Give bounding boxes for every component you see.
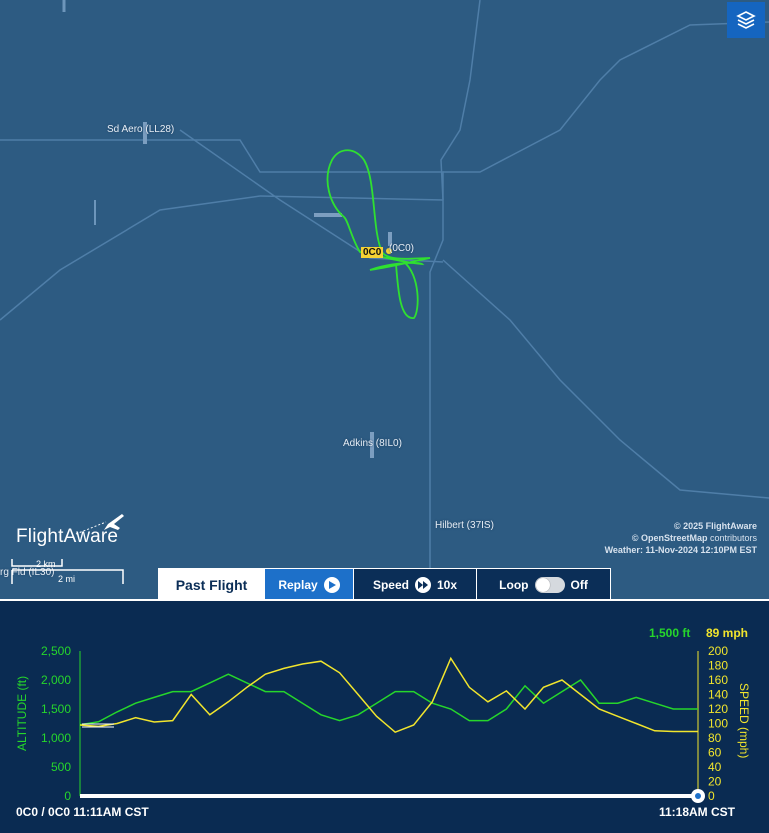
osm-link[interactable]: © OpenStreetMap <box>631 533 708 543</box>
replay-label: Replay <box>278 577 318 592</box>
speed-readout: 89 mph <box>706 626 749 640</box>
speed-label: Speed <box>372 577 409 592</box>
altitude-tick-label: 0 <box>64 789 71 803</box>
osm-suffix: contributors <box>707 533 757 543</box>
loop-label: Loop <box>499 577 529 592</box>
flight-profile-chart: 2,500 2,000 1,500 1,000 500 0 200 180 160 140 120… <box>0 599 769 833</box>
runway-markers <box>143 122 392 458</box>
speed-tick-label: 100 <box>708 717 728 731</box>
speed-value: 10x <box>436 577 458 592</box>
play-icon <box>323 576 340 593</box>
map-attribution: © 2025 FlightAware © OpenStreetMap contr… <box>605 520 757 556</box>
timeline-handle-center <box>695 793 701 799</box>
altitude-readout: 1,500 ft <box>649 626 691 640</box>
scale-mi: 2 mi <box>58 574 76 584</box>
speed-tick-label: 60 <box>708 746 722 760</box>
altitude-tick-label: 500 <box>51 760 71 774</box>
copyright-flightaware: © 2025 FlightAware <box>674 521 757 531</box>
speed-tick-label: 160 <box>708 673 728 687</box>
timeline-track[interactable] <box>80 794 698 798</box>
arrival-time: 11:18AM CST <box>658 805 735 819</box>
logo-text: FlightAware <box>16 526 119 547</box>
playback-controls: Past Flight Replay Speed 10x Loop Off <box>158 568 611 599</box>
airport-label[interactable]: rg Fld (IL30) <box>0 567 55 578</box>
toggle-knob <box>535 577 550 592</box>
speed-tick-label: 180 <box>708 659 728 673</box>
departure-time: 0C0 / 0C0 11:11AM CST <box>16 805 149 819</box>
speed-tick-label: 200 <box>708 644 728 658</box>
altitude-series-line <box>79 673 698 726</box>
altitude-tick-label: 1,000 <box>41 731 71 745</box>
speed-tick-label: 0 <box>708 789 715 803</box>
road-network <box>0 0 769 599</box>
current-airport-badge[interactable]: 0C0 <box>361 247 384 258</box>
speed-tick-label: 140 <box>708 688 728 702</box>
speed-tick-label: 120 <box>708 702 728 716</box>
altitude-ticks: 2,500 2,000 1,500 1,000 500 0 <box>41 644 71 803</box>
scale-km: 2 km <box>36 559 56 569</box>
loop-state: Off <box>570 577 588 592</box>
speed-axis-label: SPEED (mph) <box>737 683 751 758</box>
airport-label[interactable]: Adkins (8IL0) <box>343 438 402 449</box>
speed-series-line <box>79 656 698 734</box>
scale-bar <box>11 559 124 584</box>
speed-tick-label: 40 <box>708 760 722 774</box>
layers-icon <box>736 11 756 29</box>
fast-forward-icon <box>414 576 431 593</box>
loop-switch[interactable] <box>534 576 565 593</box>
altitude-tick-label: 2,500 <box>41 644 71 658</box>
flightaware-logo[interactable]: FlightAware <box>16 512 136 552</box>
airport-label[interactable]: Sd Aero (LL28) <box>107 124 175 135</box>
speed-tick-label: 80 <box>708 731 722 745</box>
loop-toggle[interactable]: Loop Off <box>477 569 610 599</box>
speed-button[interactable]: Speed 10x <box>354 569 477 599</box>
weather-timestamp: Weather: 11-Nov-2024 12:10PM EST <box>604 545 757 555</box>
altitude-axis-label: ALTITUDE (ft) <box>15 676 29 751</box>
layers-button[interactable] <box>727 2 765 38</box>
replay-button[interactable]: Replay <box>265 569 354 599</box>
altitude-tick-label: 2,000 <box>41 673 71 687</box>
speed-tick-label: 20 <box>708 775 722 789</box>
airport-label[interactable]: (0C0) <box>389 243 415 254</box>
airplane-icon <box>75 514 124 535</box>
map-view[interactable]: Sd Aero (LL28) Adkins (8IL0) Hilbert (37… <box>0 0 769 599</box>
altitude-tick-label: 1,500 <box>41 702 71 716</box>
past-flight-tab[interactable]: Past Flight <box>159 569 265 599</box>
map-scale: 2 km 2 mi <box>10 558 130 588</box>
airport-label[interactable]: Hilbert (37IS) <box>435 520 494 531</box>
flight-track <box>326 149 431 319</box>
airport-marker[interactable] <box>386 248 392 254</box>
